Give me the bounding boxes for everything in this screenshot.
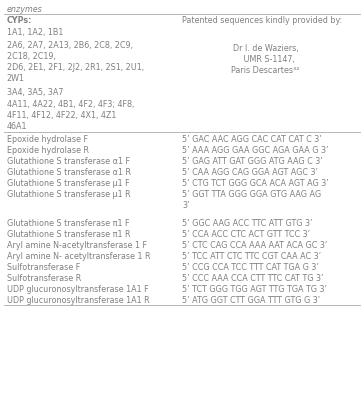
Text: CYPs:: CYPs: bbox=[7, 16, 32, 25]
Text: 5’ ATG GGT CTT GGA TTT GTG G 3’: 5’ ATG GGT CTT GGA TTT GTG G 3’ bbox=[182, 296, 320, 305]
Text: 46A1: 46A1 bbox=[7, 122, 27, 131]
Text: 5’ CCA ACC CTC ACT GTT TCC 3’: 5’ CCA ACC CTC ACT GTT TCC 3’ bbox=[182, 230, 310, 239]
Text: Aryl amine N-acetyltransferase 1 F: Aryl amine N-acetyltransferase 1 F bbox=[7, 241, 147, 250]
Text: 5’ CTC CAG CCA AAA AAT ACA GC 3’: 5’ CTC CAG CCA AAA AAT ACA GC 3’ bbox=[182, 241, 327, 250]
Text: 5’ AAA AGG GAA GGC AGA GAA G 3’: 5’ AAA AGG GAA GGC AGA GAA G 3’ bbox=[182, 146, 328, 155]
Text: Glutathione S transferase μ1 F: Glutathione S transferase μ1 F bbox=[7, 179, 129, 188]
Text: UDP glucuronosyltransferase 1A1 F: UDP glucuronosyltransferase 1A1 F bbox=[7, 285, 148, 294]
Text: 2W1: 2W1 bbox=[7, 74, 24, 83]
Text: 5’ GGC AAG ACC TTC ATT GTG 3’: 5’ GGC AAG ACC TTC ATT GTG 3’ bbox=[182, 219, 313, 228]
Text: Sulfotransferase F: Sulfotransferase F bbox=[7, 263, 80, 272]
Text: 5’ CAA AGG CAG GGA AGT AGC 3’: 5’ CAA AGG CAG GGA AGT AGC 3’ bbox=[182, 168, 318, 177]
Text: 5’ GAC AAC AGG CAC CAT CAT C 3’: 5’ GAC AAC AGG CAC CAT CAT C 3’ bbox=[182, 135, 322, 144]
Text: Epoxide hydrolase F: Epoxide hydrolase F bbox=[7, 135, 88, 144]
Text: Dr I. de Waziers,: Dr I. de Waziers, bbox=[233, 44, 298, 53]
Text: 2D6, 2E1, 2F1, 2J2, 2R1, 2S1, 2U1,: 2D6, 2E1, 2F1, 2J2, 2R1, 2S1, 2U1, bbox=[7, 63, 144, 72]
Text: Epoxide hydrolase R: Epoxide hydrolase R bbox=[7, 146, 88, 155]
Text: 5’ GGT TTA GGG GGA GTG AAG AG: 5’ GGT TTA GGG GGA GTG AAG AG bbox=[182, 190, 321, 199]
Text: Glutathione S transferase μ1 R: Glutathione S transferase μ1 R bbox=[7, 190, 130, 199]
Text: 5’ CTG TCT GGG GCA ACA AGT AG 3’: 5’ CTG TCT GGG GCA ACA AGT AG 3’ bbox=[182, 179, 329, 188]
Text: 5’ TCT GGG TGG AGT TTG TGA TG 3’: 5’ TCT GGG TGG AGT TTG TGA TG 3’ bbox=[182, 285, 327, 294]
Text: 1A1, 1A2, 1B1: 1A1, 1A2, 1B1 bbox=[7, 28, 63, 37]
Text: 5’ CCG CCA TCC TTT CAT TGA G 3’: 5’ CCG CCA TCC TTT CAT TGA G 3’ bbox=[182, 263, 319, 272]
Text: 4A11, 4A22, 4B1, 4F2, 4F3; 4F8,: 4A11, 4A22, 4B1, 4F2, 4F3; 4F8, bbox=[7, 100, 134, 109]
Text: 2A6, 2A7, 2A13, 2B6, 2C8, 2C9,: 2A6, 2A7, 2A13, 2B6, 2C8, 2C9, bbox=[7, 41, 132, 50]
Text: UDP glucuronosyltransferase 1A1 R: UDP glucuronosyltransferase 1A1 R bbox=[7, 296, 149, 305]
Text: 5’ CCC AAA CCA CTT TTC CAT TG 3’: 5’ CCC AAA CCA CTT TTC CAT TG 3’ bbox=[182, 274, 324, 283]
Text: 3’: 3’ bbox=[182, 201, 190, 210]
Text: Patented sequences kindly provided by:: Patented sequences kindly provided by: bbox=[182, 16, 342, 25]
Text: 2C18, 2C19,: 2C18, 2C19, bbox=[7, 52, 55, 61]
Text: Glutathione S transferase π1 R: Glutathione S transferase π1 R bbox=[7, 230, 130, 239]
Text: enzymes: enzymes bbox=[7, 5, 42, 14]
Text: 5’ GAG ATT GAT GGG ATG AAG C 3’: 5’ GAG ATT GAT GGG ATG AAG C 3’ bbox=[182, 157, 323, 166]
Text: Aryl amine N- acetyltransferase 1 R: Aryl amine N- acetyltransferase 1 R bbox=[7, 252, 150, 261]
Text: Glutathione S transferase π1 F: Glutathione S transferase π1 F bbox=[7, 219, 129, 228]
Text: 3A4, 3A5, 3A7: 3A4, 3A5, 3A7 bbox=[7, 88, 63, 97]
Text: 5’ TCC ATT CTC TTC CGT CAA AC 3’: 5’ TCC ATT CTC TTC CGT CAA AC 3’ bbox=[182, 252, 321, 261]
Text: 4F11, 4F12, 4F22, 4X1, 4Z1: 4F11, 4F12, 4F22, 4X1, 4Z1 bbox=[7, 111, 116, 120]
Text: Sulfotransferase R: Sulfotransferase R bbox=[7, 274, 81, 283]
Text: UMR S-1147,: UMR S-1147, bbox=[236, 55, 295, 64]
Text: Paris Descartes³²: Paris Descartes³² bbox=[232, 66, 300, 75]
Text: Glutathione S transferase α1 R: Glutathione S transferase α1 R bbox=[7, 168, 131, 177]
Text: Glutathione S transferase α1 F: Glutathione S transferase α1 F bbox=[7, 157, 130, 166]
